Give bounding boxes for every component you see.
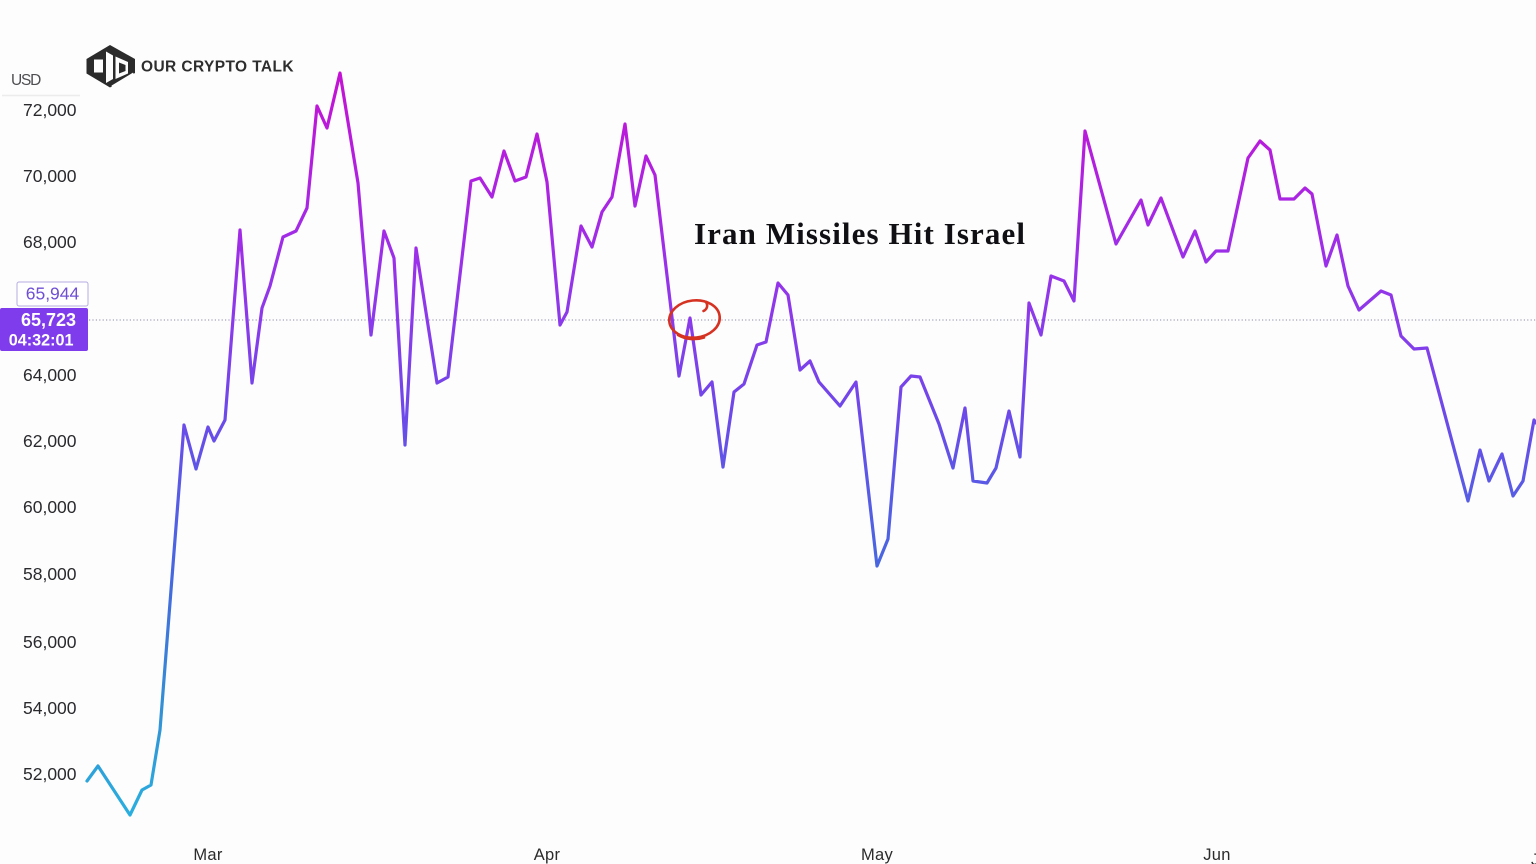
- svg-text:65,944: 65,944: [26, 284, 80, 304]
- svg-text:Ju: Ju: [1531, 851, 1536, 864]
- svg-text:May: May: [861, 846, 894, 864]
- svg-text:56,000: 56,000: [23, 632, 77, 652]
- svg-text:04:32:01: 04:32:01: [9, 332, 74, 350]
- svg-text:Jun: Jun: [1203, 846, 1231, 864]
- svg-text:58,000: 58,000: [23, 564, 77, 584]
- svg-text:68,000: 68,000: [23, 232, 77, 252]
- svg-text:70,000: 70,000: [23, 166, 77, 186]
- svg-text:Iran Missiles Hit Israel: Iran Missiles Hit Israel: [694, 216, 1026, 251]
- svg-text:60,000: 60,000: [23, 497, 77, 517]
- svg-text:54,000: 54,000: [23, 698, 77, 718]
- svg-text:62,000: 62,000: [23, 431, 77, 451]
- svg-text:OUR CRYPTO TALK: OUR CRYPTO TALK: [141, 59, 294, 76]
- svg-text:64,000: 64,000: [23, 365, 77, 385]
- svg-text:72,000: 72,000: [23, 100, 77, 120]
- svg-text:USD: USD: [11, 72, 41, 89]
- svg-text:52,000: 52,000: [23, 764, 77, 784]
- svg-text:Mar: Mar: [193, 846, 223, 864]
- svg-text:Apr: Apr: [534, 846, 561, 864]
- svg-text:65,723: 65,723: [21, 310, 76, 330]
